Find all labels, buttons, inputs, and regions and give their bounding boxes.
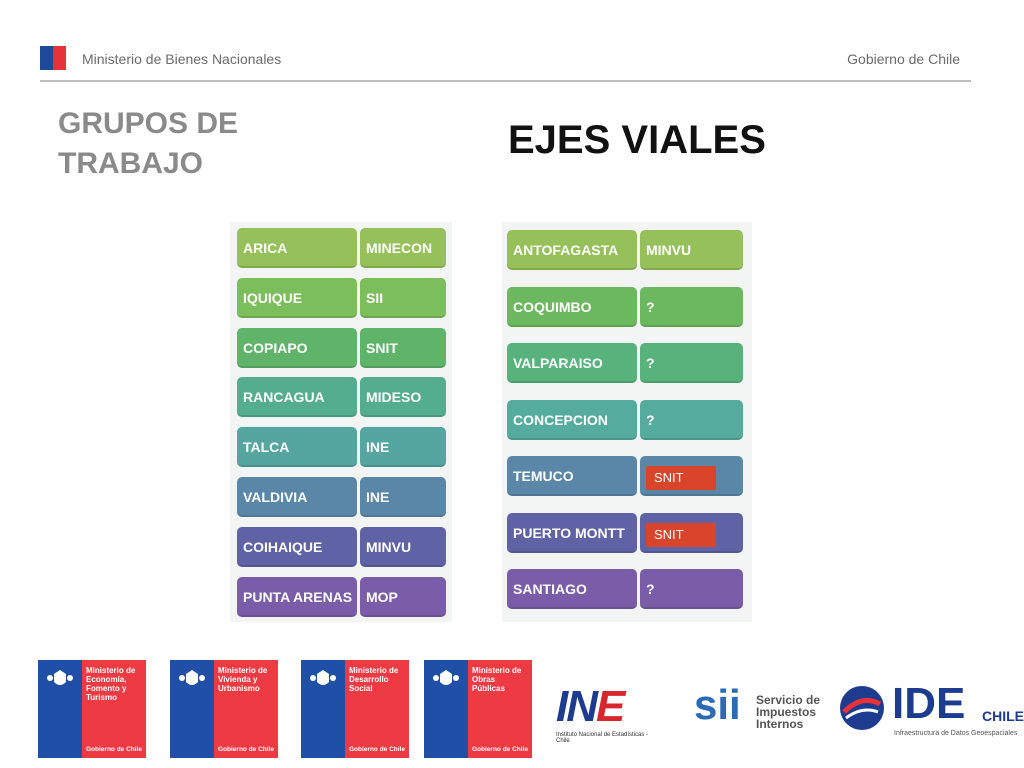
coat-of-arms-icon (310, 670, 336, 685)
logo-ide: IDE CHILE Infraestructura de Datos Geoes… (836, 680, 1024, 744)
table-row: COIHAIQUE MINVU (237, 526, 446, 569)
table-row: PUERTO MONTT SNIT (507, 512, 743, 555)
org-cell: SNIT (360, 327, 446, 368)
table-row: RANCAGUA MIDESO (237, 377, 446, 419)
table-row: CONCEPCION? (507, 399, 743, 442)
city-cell: VALPARAISO (507, 343, 637, 383)
org-cell: INE (360, 477, 446, 517)
coat-of-arms-icon (433, 670, 459, 685)
header-divider (40, 80, 971, 82)
table-row: ARICA MINECON (237, 228, 446, 270)
table-row: VALPARAISO? (507, 343, 743, 385)
logo-mideso: Ministerio de Desarrollo Social Gobierno… (301, 660, 409, 758)
org-cell: MIDESO (360, 377, 446, 418)
header-ministry: Ministerio de Bienes Nacionales (82, 51, 282, 67)
table-row: TALCA INE (237, 427, 446, 469)
globe-icon (840, 686, 884, 730)
city-cell: RANCAGUA (237, 377, 357, 418)
coat-of-arms-icon (47, 670, 73, 685)
table-row: IQUIQUE SII (237, 277, 446, 320)
table-row: COQUIMBO? (507, 286, 743, 329)
city-cell: PUNTA ARENAS (237, 576, 357, 617)
logo-mop: Ministerio de Obras Públicas Gobierno de… (424, 660, 532, 758)
city-cell: COPIAPO (237, 327, 357, 368)
org-cell: INE (360, 427, 446, 468)
org-cell: ? (640, 286, 743, 327)
snit-tag: SNIT (646, 466, 716, 490)
table-row: SANTIAGO? (507, 569, 743, 611)
org-cell: ? (640, 399, 743, 440)
chile-flag-icon (40, 46, 66, 70)
table-row: VALDIVIA INE (237, 477, 446, 519)
city-cell: TALCA (237, 427, 357, 468)
table-row: ANTOFAGASTA MINVU (507, 230, 743, 272)
slide-title: EJES VIALES (508, 118, 766, 162)
city-cell: PUERTO MONTT (507, 512, 637, 553)
logo-sii: sii Servicio de Impuestos Internos (694, 681, 821, 731)
table-row: TEMUCO SNIT (507, 456, 743, 498)
org-cell: MOP (360, 576, 446, 617)
city-cell: ANTOFAGASTA (507, 230, 637, 270)
city-cell: ARICA (237, 228, 357, 268)
org-cell: MINECON (360, 228, 446, 268)
city-cell: COQUIMBO (507, 286, 637, 327)
org-cell: SII (360, 277, 446, 318)
org-cell: ? (640, 569, 743, 609)
table-row: COPIAPO SNIT (237, 327, 446, 370)
table-row: PUNTA ARENAS MOP (237, 576, 446, 619)
org-cell: MINVU (640, 230, 743, 270)
city-cell: SANTIAGO (507, 569, 637, 609)
coat-of-arms-icon (179, 670, 205, 685)
logo-mineco: Ministerio de Economía, Fomento y Turism… (38, 660, 146, 758)
section-title: GRUPOS DE TRABAJO (58, 107, 239, 180)
city-cell: TEMUCO (507, 456, 637, 496)
logo-minvu: Ministerio de Vivienda y Urbanismo Gobie… (170, 660, 278, 758)
org-cell: MINVU (360, 526, 446, 567)
org-cell: ? (640, 343, 743, 383)
city-cell: VALDIVIA (237, 477, 357, 517)
org-cell: SNIT (640, 512, 743, 553)
header-government: Gobierno de Chile (847, 51, 960, 67)
city-cell: COIHAIQUE (237, 526, 357, 567)
logo-ine: INE Instituto Nacional de Estadísticas -… (556, 682, 649, 744)
city-cell: CONCEPCION (507, 399, 637, 440)
snit-tag: SNIT (646, 522, 716, 547)
city-cell: IQUIQUE (237, 277, 357, 318)
org-cell: SNIT (640, 456, 743, 496)
